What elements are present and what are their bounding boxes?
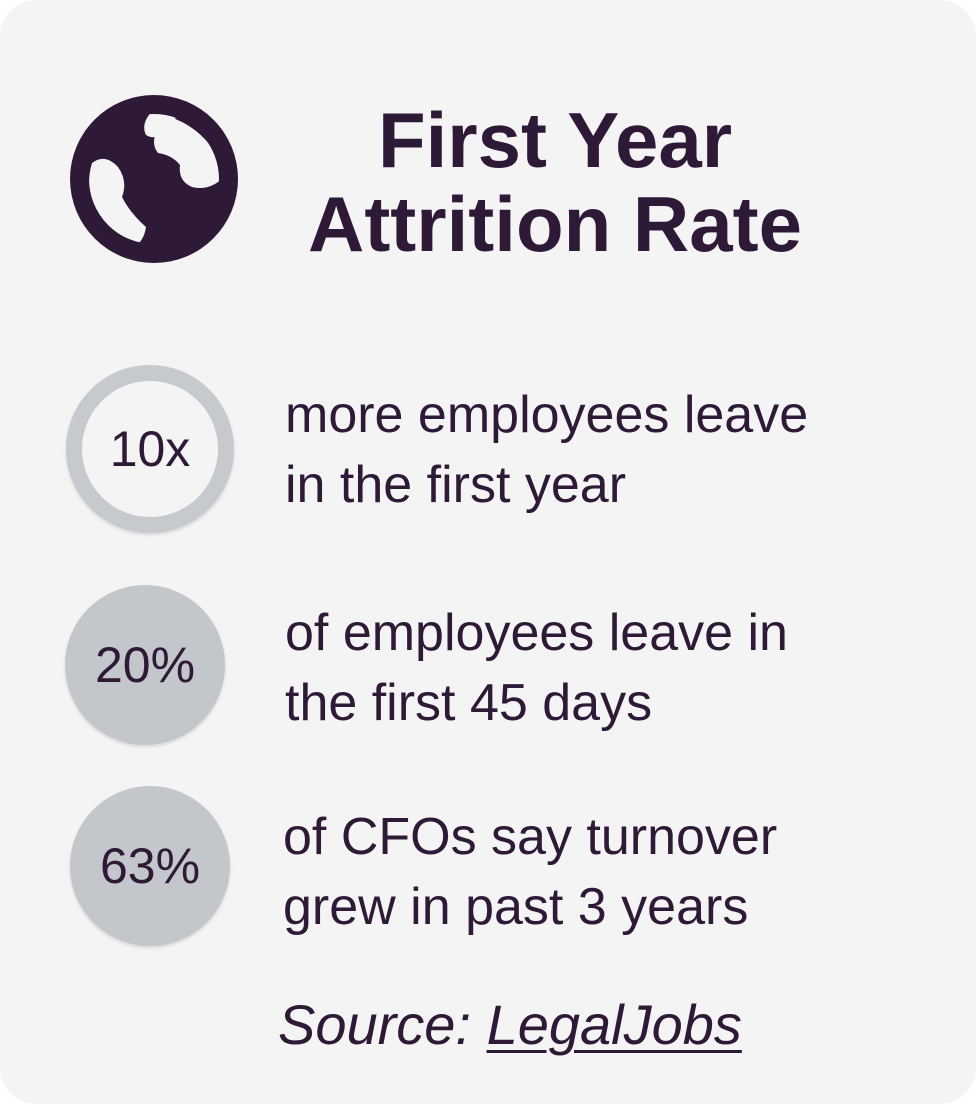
source-prefix: Source: (278, 993, 487, 1056)
globe-icon (70, 95, 238, 263)
stat-description: of employees leave in the first 45 days (285, 598, 925, 738)
stat-text-line-1: of CFOs say turnover (283, 808, 778, 866)
stat-circle-63-percent: 63% (70, 786, 230, 946)
stat-text-line-2: the first 45 days (285, 674, 653, 732)
stat-text-line-1: of employees leave in (285, 604, 788, 662)
stat-value: 10x (109, 421, 191, 477)
title-line-1: First Year (377, 96, 733, 184)
title-line-2: Attrition Rate (308, 180, 802, 268)
stat-description: more employees leave in the first year (285, 380, 925, 520)
stat-circle-20-percent: 20% (65, 585, 225, 745)
page-title: First Year Attrition Rate (270, 98, 840, 266)
source-credit: Source: LegalJobs (278, 992, 742, 1057)
stat-value: 20% (94, 637, 196, 693)
stat-text-line-2: grew in past 3 years (283, 878, 749, 936)
stat-text-line-1: more employees leave (285, 386, 809, 444)
stat-text-line-2: in the first year (285, 456, 627, 514)
stat-description: of CFOs say turnover grew in past 3 year… (283, 802, 923, 942)
source-link[interactable]: LegalJobs (486, 993, 742, 1056)
stat-value: 63% (99, 838, 201, 894)
stat-circle-10x: 10x (66, 365, 234, 533)
